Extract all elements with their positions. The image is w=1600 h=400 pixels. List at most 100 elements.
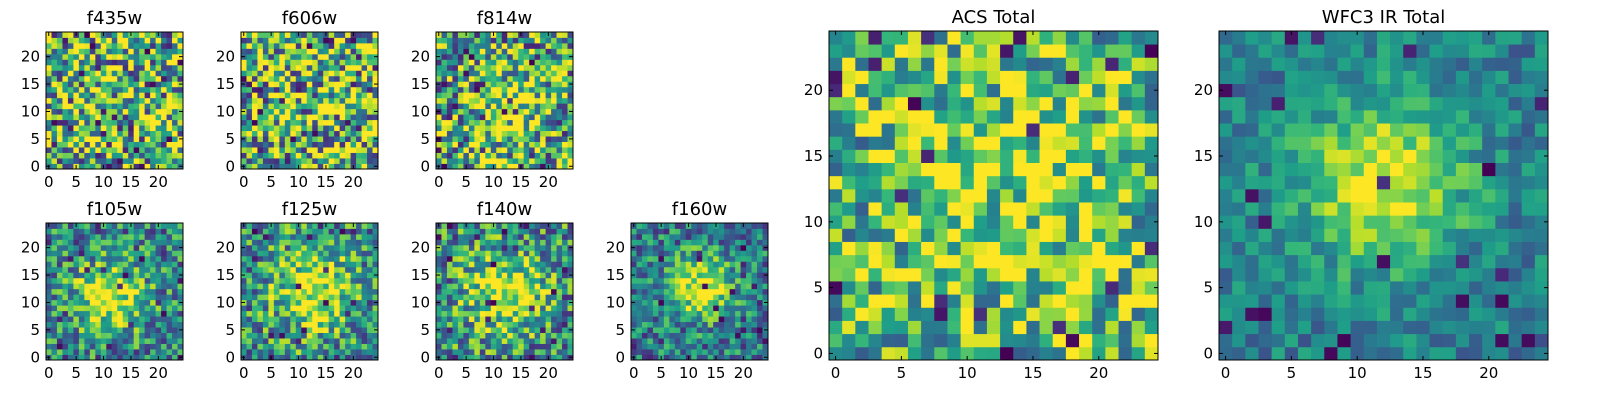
heatmap-cell bbox=[973, 188, 988, 203]
heatmap-cell bbox=[479, 119, 486, 126]
heatmap-cell bbox=[534, 239, 541, 246]
heatmap-cell bbox=[301, 228, 308, 235]
heatmap-cell bbox=[518, 114, 525, 121]
heatmap-cell bbox=[328, 250, 335, 257]
heatmap-cell bbox=[740, 349, 747, 355]
x-tick-label: 0 bbox=[629, 364, 639, 382]
heatmap-cell bbox=[641, 239, 648, 246]
heatmap-cell bbox=[1013, 162, 1027, 177]
heatmap-cell bbox=[468, 119, 475, 126]
heatmap-cell bbox=[166, 305, 173, 312]
heatmap-cell bbox=[1105, 228, 1119, 242]
heatmap-cell bbox=[51, 228, 58, 235]
heatmap-cell bbox=[334, 136, 341, 142]
heatmap-cell bbox=[111, 239, 118, 246]
heatmap-cell bbox=[658, 321, 665, 328]
heatmap-cell bbox=[62, 70, 69, 77]
heatmap-cell bbox=[323, 136, 330, 142]
heatmap-cell bbox=[84, 233, 91, 240]
heatmap-cell bbox=[312, 327, 319, 333]
heatmap-cell bbox=[150, 97, 156, 104]
heatmap-cell bbox=[150, 272, 156, 279]
heatmap-cell bbox=[641, 244, 648, 251]
heatmap-cell bbox=[842, 202, 856, 216]
heatmap-cell bbox=[334, 42, 341, 49]
heatmap-cell bbox=[474, 81, 481, 88]
heatmap-cell bbox=[457, 343, 464, 350]
heatmap-cell bbox=[100, 70, 107, 77]
heatmap-cell bbox=[446, 53, 453, 60]
heatmap-cell bbox=[372, 97, 379, 104]
heatmap-cell bbox=[713, 255, 720, 262]
heatmap-cell bbox=[356, 239, 362, 246]
heatmap-cell bbox=[290, 288, 297, 295]
heatmap-cell bbox=[551, 349, 557, 355]
heatmap-cell bbox=[89, 327, 96, 333]
heatmap-cell bbox=[485, 239, 492, 246]
heatmap-cell bbox=[436, 316, 442, 323]
heatmap-cell bbox=[556, 266, 563, 273]
heatmap-cell bbox=[328, 272, 335, 279]
heatmap-cell bbox=[855, 267, 869, 282]
heatmap-cell bbox=[518, 81, 525, 88]
heatmap-cell bbox=[691, 277, 698, 284]
heatmap-cell bbox=[474, 48, 481, 55]
heatmap-cell bbox=[740, 277, 747, 284]
heatmap-cell bbox=[84, 130, 91, 137]
heatmap-cell bbox=[166, 136, 173, 142]
heatmap-cell bbox=[713, 316, 720, 323]
heatmap-cell bbox=[356, 349, 362, 355]
heatmap-cell bbox=[545, 299, 552, 306]
heatmap-cell bbox=[446, 92, 453, 99]
heatmap-cell bbox=[150, 288, 156, 295]
heatmap-cell bbox=[556, 321, 563, 328]
heatmap-cell bbox=[718, 255, 725, 262]
heatmap-cell bbox=[691, 239, 698, 246]
heatmap-cell bbox=[751, 299, 758, 306]
heatmap-cell bbox=[78, 250, 85, 257]
heatmap-cell bbox=[436, 141, 442, 148]
heatmap-cell bbox=[306, 119, 313, 126]
heatmap-cell bbox=[702, 316, 709, 323]
heatmap-cell bbox=[534, 75, 541, 82]
heatmap-cell bbox=[262, 86, 269, 93]
heatmap-cell bbox=[523, 305, 530, 312]
heatmap-cell bbox=[339, 97, 346, 104]
heatmap-cell bbox=[474, 130, 481, 137]
heatmap-cell bbox=[680, 349, 687, 355]
heatmap-cell bbox=[518, 42, 525, 49]
heatmap-cell bbox=[372, 283, 379, 290]
heatmap-cell bbox=[284, 163, 291, 170]
heatmap-cell bbox=[647, 239, 654, 246]
heatmap-cell bbox=[881, 175, 896, 190]
heatmap-cell bbox=[556, 277, 563, 284]
heatmap-cell bbox=[855, 175, 869, 190]
x-tick-label: 5 bbox=[656, 364, 666, 382]
heatmap-cell bbox=[106, 332, 113, 339]
heatmap-cell bbox=[279, 283, 286, 290]
heatmap-cell bbox=[534, 233, 541, 240]
heatmap-cell bbox=[117, 37, 124, 44]
heatmap-cell bbox=[117, 321, 124, 328]
heatmap-cell bbox=[512, 223, 519, 229]
heatmap-cell bbox=[306, 294, 313, 301]
heatmap-cell bbox=[746, 277, 752, 284]
heatmap-cell bbox=[350, 53, 357, 60]
heatmap-cell bbox=[372, 42, 379, 49]
heatmap-cell bbox=[312, 64, 319, 71]
heatmap-cell bbox=[740, 272, 747, 279]
heatmap-cell bbox=[345, 125, 351, 132]
heatmap-cell bbox=[301, 130, 308, 137]
heatmap-cell bbox=[512, 272, 519, 279]
heatmap-cell bbox=[501, 310, 508, 317]
heatmap-cell bbox=[518, 343, 525, 350]
heatmap-cell bbox=[1144, 188, 1159, 203]
heatmap-cell bbox=[111, 158, 118, 164]
heatmap-cell bbox=[144, 338, 151, 344]
heatmap-cell bbox=[1105, 346, 1119, 361]
heatmap-cell bbox=[306, 332, 313, 339]
heatmap-cell bbox=[452, 250, 459, 257]
heatmap-cell bbox=[534, 321, 541, 328]
heatmap-cell bbox=[1000, 294, 1014, 308]
heatmap-cell bbox=[177, 261, 184, 268]
